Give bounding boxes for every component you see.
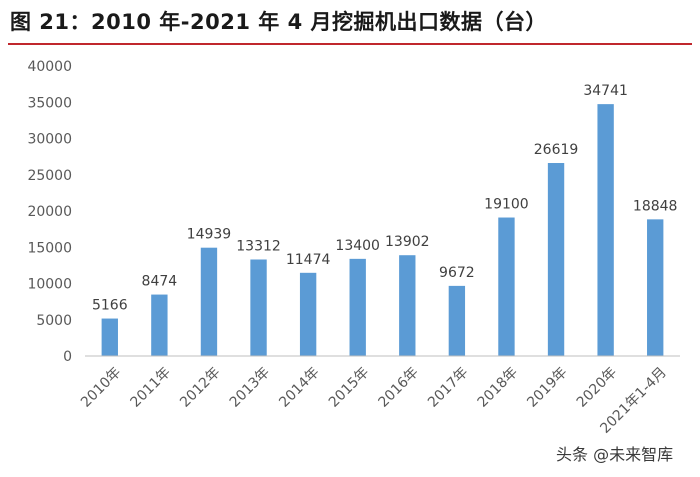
bar bbox=[547, 163, 565, 356]
y-tick-label: 20000 bbox=[27, 204, 72, 220]
title-divider bbox=[8, 43, 692, 45]
bar bbox=[399, 255, 416, 356]
x-tick-label: 2018年 bbox=[475, 364, 521, 410]
bar bbox=[200, 247, 218, 356]
value-label: 13902 bbox=[385, 234, 430, 250]
x-tick-label: 2016年 bbox=[375, 364, 421, 410]
bar bbox=[647, 219, 664, 356]
y-tick-label: 5000 bbox=[36, 313, 72, 329]
y-axis: 0 5000 10000 15000 20000 25000 30000 35000 40000 bbox=[27, 59, 72, 365]
bar bbox=[250, 259, 267, 356]
value-label: 11474 bbox=[286, 252, 331, 268]
bar bbox=[299, 272, 317, 356]
x-tick-label: 2011年 bbox=[128, 364, 174, 410]
bar bbox=[151, 294, 168, 356]
watermark: 头条 @未来智库 bbox=[556, 445, 674, 464]
value-label: 26619 bbox=[534, 142, 579, 158]
x-tick-label: 2020年 bbox=[574, 364, 620, 410]
value-label: 5166 bbox=[92, 298, 128, 314]
value-label: 8474 bbox=[142, 274, 178, 290]
x-tick-label: 2010年 bbox=[78, 364, 124, 410]
bar bbox=[498, 217, 515, 356]
value-label: 13400 bbox=[335, 238, 380, 254]
y-tick-label: 10000 bbox=[27, 277, 72, 293]
value-label: 13312 bbox=[236, 238, 281, 254]
x-tick-label: 2012年 bbox=[177, 364, 223, 410]
y-tick-label: 15000 bbox=[27, 240, 72, 256]
value-label: 19100 bbox=[484, 197, 529, 213]
y-tick-label: 40000 bbox=[27, 59, 72, 75]
y-tick-label: 30000 bbox=[27, 132, 72, 148]
bar bbox=[597, 104, 614, 356]
value-label: 34741 bbox=[583, 83, 628, 99]
x-tick-label: 2014年 bbox=[276, 364, 322, 410]
x-axis: 2010年 2011年 2012年 2013年 2014年 2015年 2016年 2017年… bbox=[78, 355, 680, 437]
value-label: 18848 bbox=[633, 198, 678, 214]
figure-title: 图 21：2010 年-2021 年 4 月挖掘机出口数据（台） bbox=[10, 10, 547, 34]
value-label: 9672 bbox=[439, 265, 475, 281]
value-label: 14939 bbox=[187, 227, 232, 243]
y-tick-label: 35000 bbox=[27, 95, 72, 111]
x-tick-label: 2017年 bbox=[425, 364, 471, 410]
bars bbox=[101, 104, 664, 356]
x-tick-label: 2013年 bbox=[227, 364, 273, 410]
bar bbox=[349, 258, 366, 356]
y-tick-label: 0 bbox=[63, 349, 72, 365]
bar bbox=[101, 318, 118, 356]
bar bbox=[448, 285, 466, 356]
x-tick-label: 2019年 bbox=[524, 364, 570, 410]
x-tick-label: 2015年 bbox=[326, 364, 372, 410]
y-tick-label: 25000 bbox=[27, 168, 72, 184]
